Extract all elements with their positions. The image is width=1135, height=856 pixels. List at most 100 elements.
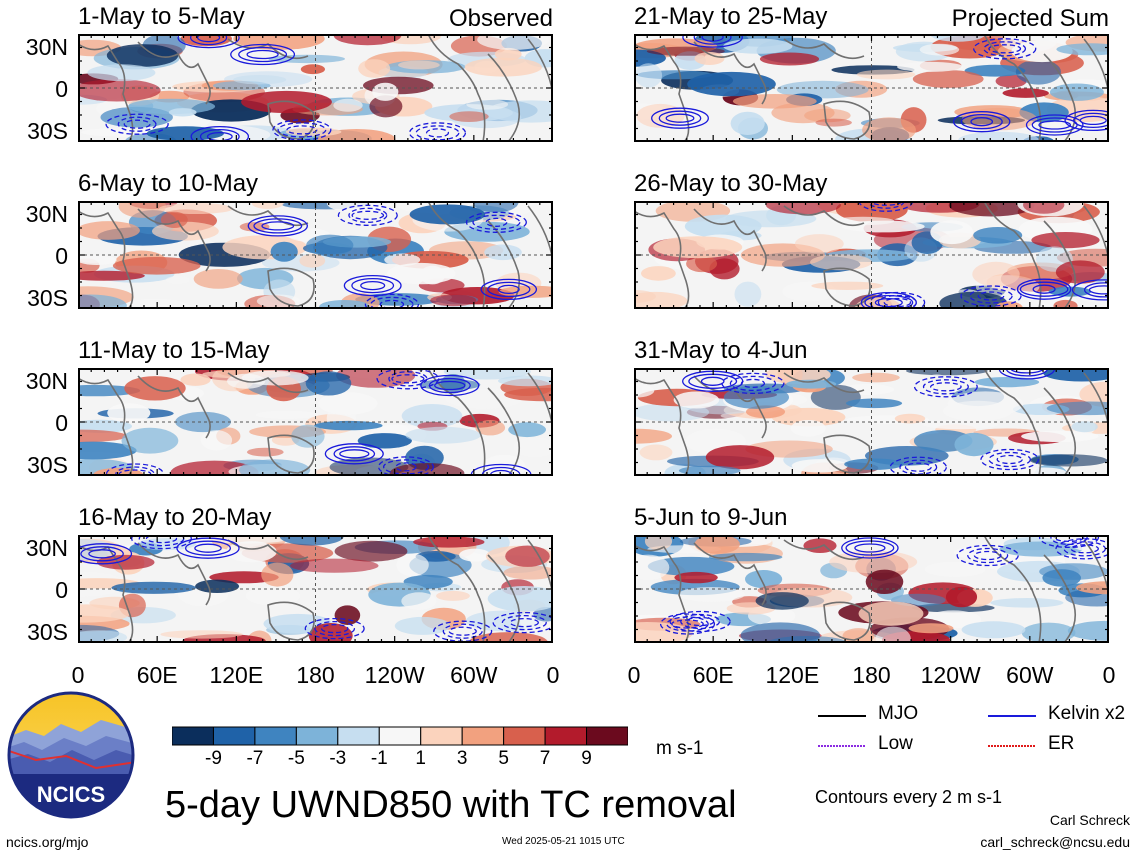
anomaly-shading bbox=[958, 131, 1040, 142]
colorbar-swatch bbox=[544, 726, 588, 746]
coastline bbox=[983, 201, 1042, 309]
anomaly-shading bbox=[634, 290, 656, 303]
anomaly-shading bbox=[1056, 43, 1109, 56]
kelvin-contour bbox=[492, 611, 553, 634]
anomaly-shading bbox=[333, 34, 402, 46]
kelvin-contour bbox=[199, 128, 240, 142]
anomaly-shading bbox=[954, 432, 994, 457]
panel-title: 11-May to 15-May bbox=[78, 337, 270, 364]
anomaly-shading bbox=[475, 420, 506, 436]
kelvin-contour bbox=[1079, 115, 1107, 126]
lat-tick-label: 0 bbox=[55, 243, 68, 269]
anomaly-shading bbox=[358, 59, 391, 78]
coastline bbox=[823, 267, 871, 307]
colorbar-swatch bbox=[378, 726, 422, 746]
kelvin-contour bbox=[701, 34, 724, 42]
kelvin-contour bbox=[721, 372, 785, 395]
footer-timestamp: Wed 2025-05-21 1015 UTC bbox=[502, 836, 625, 847]
kelvin-contour bbox=[659, 613, 716, 635]
kelvin-contour bbox=[253, 218, 303, 234]
anomaly-shading bbox=[318, 392, 378, 415]
anomaly-shading bbox=[673, 391, 720, 409]
anomaly-shading bbox=[112, 257, 201, 275]
kelvin-contour bbox=[922, 379, 969, 395]
anomaly-shading bbox=[740, 622, 820, 643]
anomaly-shading bbox=[334, 540, 408, 562]
kelvin-contour bbox=[1019, 281, 1069, 297]
kelvin-contour bbox=[682, 34, 743, 48]
panel-title: 16-May to 20-May bbox=[78, 504, 272, 531]
kelvin-contour bbox=[1050, 535, 1088, 546]
anomaly-shading bbox=[78, 294, 127, 309]
chart-title: 5-day UWND850 with TC removal bbox=[165, 784, 737, 826]
ncics-logo-graphic: NCICS bbox=[7, 691, 135, 819]
coastline bbox=[267, 100, 315, 140]
coastline bbox=[267, 434, 315, 474]
kelvin-contour bbox=[930, 382, 962, 392]
kelvin-contour bbox=[1053, 535, 1085, 543]
anomaly-shading bbox=[372, 82, 399, 101]
anomaly-shading bbox=[862, 117, 916, 142]
legend-line-sample bbox=[818, 715, 866, 717]
kelvin-contour bbox=[196, 34, 221, 43]
kelvin-contour bbox=[666, 616, 709, 632]
anomaly-shading bbox=[409, 204, 486, 225]
anomaly-shading bbox=[398, 60, 440, 70]
anomaly-shading bbox=[78, 630, 128, 643]
anomaly-shading bbox=[973, 227, 1023, 244]
coastline bbox=[634, 377, 690, 476]
kelvin-contour bbox=[428, 377, 471, 394]
uwnd-panel-map bbox=[78, 535, 553, 643]
colorbar-tick-label: 3 bbox=[456, 748, 468, 769]
kelvin-contour bbox=[80, 546, 124, 562]
kelvin-contour bbox=[651, 107, 709, 129]
anomaly-shading bbox=[477, 34, 550, 50]
anomaly-shading bbox=[999, 541, 1083, 557]
coastline bbox=[693, 375, 767, 439]
anomaly-shading bbox=[357, 433, 412, 449]
anomaly-shading bbox=[401, 592, 437, 610]
anomaly-shading bbox=[333, 98, 363, 112]
kelvin-contour bbox=[996, 454, 1023, 465]
anomaly-shading bbox=[247, 447, 284, 457]
anomaly-shading bbox=[961, 107, 1038, 131]
ncics-logo-text: NCICS bbox=[37, 782, 105, 807]
coastline bbox=[1043, 220, 1077, 309]
anomaly-shading bbox=[948, 201, 1035, 217]
colorbar-swatch bbox=[503, 726, 546, 746]
anomaly-shading bbox=[844, 458, 904, 470]
anomaly-shading bbox=[299, 253, 326, 268]
anomaly-shading bbox=[1023, 201, 1065, 214]
anomaly-shading bbox=[78, 254, 110, 263]
anomaly-shading bbox=[705, 445, 775, 470]
anomaly-shading bbox=[1000, 34, 1057, 53]
kelvin-contour bbox=[685, 616, 715, 627]
uwnd-panel-map bbox=[78, 368, 553, 476]
anomaly-shading bbox=[255, 410, 319, 419]
anomaly-shading bbox=[644, 535, 673, 551]
coastline bbox=[783, 38, 865, 60]
anomaly-shading bbox=[734, 281, 762, 307]
anomaly-shading bbox=[924, 561, 986, 577]
kelvin-contour bbox=[960, 114, 1003, 130]
anomaly-shading bbox=[794, 234, 844, 254]
anomaly-shading bbox=[305, 371, 352, 396]
kelvin-contour bbox=[665, 113, 695, 123]
anomaly-shading bbox=[1067, 620, 1109, 641]
kelvin-contour bbox=[376, 368, 440, 390]
coastline bbox=[487, 220, 521, 309]
anomaly-shading bbox=[865, 569, 904, 594]
panel-title: 21-May to 25-May bbox=[634, 3, 828, 30]
lon-tick-label: 120E bbox=[209, 662, 264, 688]
anomaly-shading bbox=[279, 535, 344, 546]
panel-title: 6-May to 10-May bbox=[78, 170, 259, 197]
coastline bbox=[227, 539, 309, 561]
anomaly-shading bbox=[1030, 454, 1108, 467]
anomaly-shading bbox=[498, 375, 553, 387]
anomaly-shading bbox=[845, 398, 903, 409]
kelvin-contour bbox=[860, 291, 917, 309]
coastline bbox=[78, 377, 134, 476]
anomaly-shading bbox=[494, 47, 522, 61]
kelvin-contour bbox=[983, 41, 1027, 57]
units-label: m s-1 bbox=[656, 738, 704, 759]
